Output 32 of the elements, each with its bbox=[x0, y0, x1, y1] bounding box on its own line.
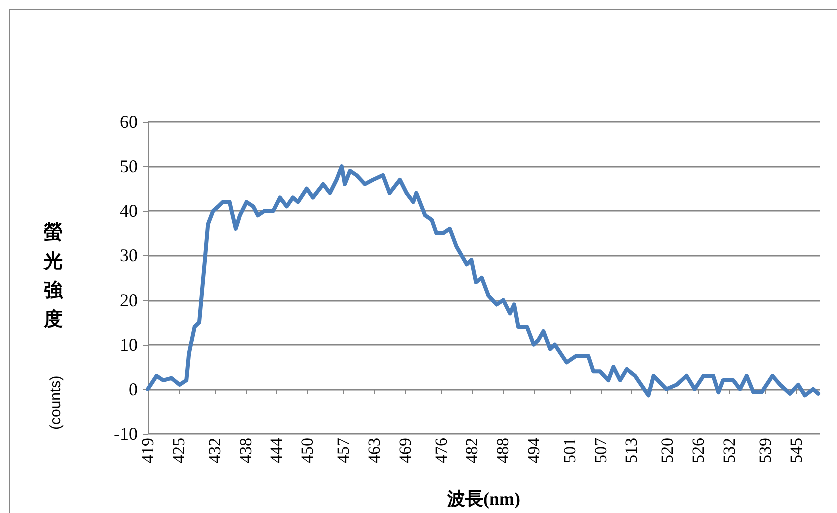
y-tick-label: 30 bbox=[120, 246, 138, 266]
y-tick-label: 40 bbox=[120, 201, 138, 222]
y-tick-label: 10 bbox=[120, 334, 138, 355]
x-tick-label: 476 bbox=[432, 438, 451, 464]
x-tick-label: 457 bbox=[334, 438, 354, 464]
x-tick-label: 532 bbox=[720, 438, 739, 464]
x-tick-label: 520 bbox=[658, 438, 678, 464]
x-tick-label: 539 bbox=[756, 438, 775, 464]
x-tick-label: 482 bbox=[462, 438, 482, 464]
x-tick-label: 526 bbox=[689, 438, 708, 464]
x-tick-label: 425 bbox=[169, 438, 188, 464]
y-tick-label: 50 bbox=[120, 156, 138, 177]
y-tick-label: 20 bbox=[120, 290, 138, 310]
x-tick-label: 450 bbox=[298, 438, 318, 464]
x-tick-label: 469 bbox=[396, 438, 415, 464]
x-axis-title: 波長(nm) bbox=[446, 489, 520, 509]
y-tick-label: 0 bbox=[129, 379, 138, 400]
y-tick-label: 60 bbox=[120, 112, 138, 132]
x-tick-label: 501 bbox=[560, 438, 580, 464]
x-tick-label: 444 bbox=[267, 438, 286, 464]
x-tick-label: 513 bbox=[622, 438, 642, 464]
x-tick-label: 507 bbox=[591, 438, 610, 464]
x-tick-label: 438 bbox=[236, 438, 256, 464]
x-tick-label: 463 bbox=[364, 438, 384, 464]
x-tick-label: 488 bbox=[494, 438, 513, 464]
x-tick-label: 432 bbox=[205, 438, 224, 464]
x-tick-label: 494 bbox=[524, 438, 544, 464]
x-tick-label: 545 bbox=[786, 438, 806, 464]
line-series bbox=[146, 164, 820, 398]
y-tick-label: -10 bbox=[114, 424, 138, 444]
text: 螢光強度(counts) bbox=[44, 222, 64, 430]
x-tick-label: 419 bbox=[138, 438, 158, 464]
